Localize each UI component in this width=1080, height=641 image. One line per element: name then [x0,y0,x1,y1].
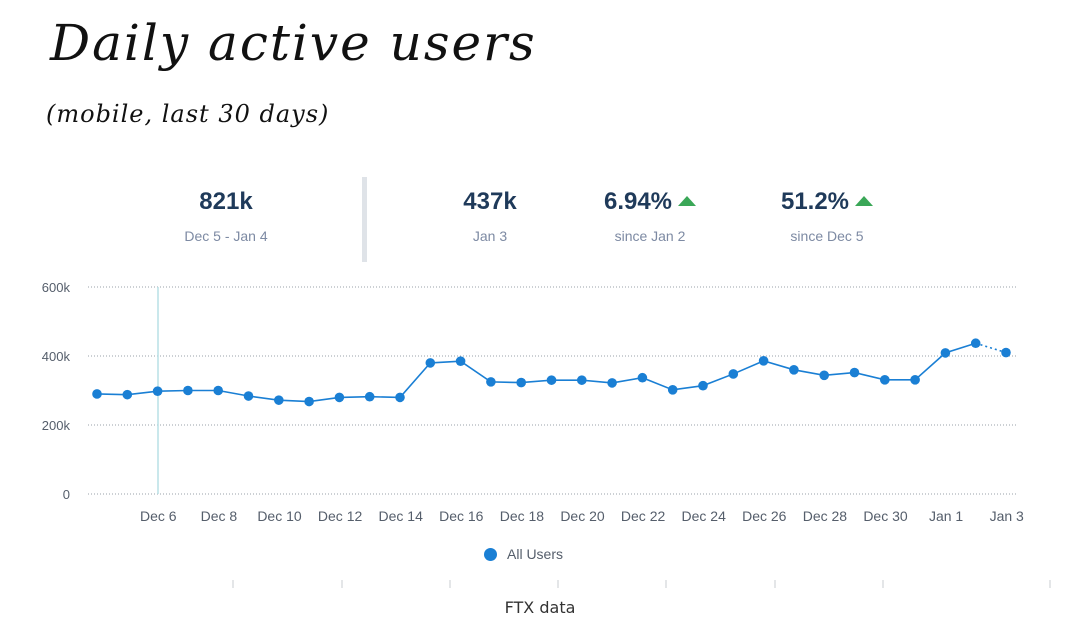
kpi-latest-label: Jan 3 [472,228,508,244]
kpi-daily-change: 6.94% since Jan 2 [575,188,725,244]
data-point [819,370,829,381]
data-point [789,365,799,375]
footer-ticks [232,580,1051,588]
chart-title: Daily active users [50,14,537,72]
legend-label: All Users [507,546,564,562]
chart-subtitle: (mobile, last 30 days) [46,100,330,128]
kpi-period-change: 51.2% since Dec 5 [752,188,902,244]
kpi-latest-value: 437k [463,188,517,215]
kpi-total-label: Dec 5 - Jan 4 [184,228,268,244]
data-point [546,375,557,385]
data-point [334,392,345,403]
x-tick-label: Dec 6 [140,508,177,524]
data-point [849,367,860,378]
kpi-divider [362,177,367,262]
data-point [698,380,708,391]
x-tick-label: Dec 12 [318,508,363,524]
data-point [728,369,739,379]
x-tick-label: Dec 24 [682,508,727,524]
x-tick-label: Dec 28 [803,508,848,524]
data-point [395,392,405,403]
trend-up-icon [678,196,697,206]
data-point [455,356,466,366]
kpi-daily-change-value: 6.94% [603,188,673,215]
series-line [96,342,976,403]
data-point [880,375,890,385]
legend-marker [484,548,497,561]
kpi-total-value: 821k [199,188,253,215]
y-tick-label: 600k [42,280,71,295]
x-tick-label: Jan 3 [990,508,1024,524]
data-point [1001,347,1011,358]
kpi-total: 821k Dec 5 - Jan 4 [166,188,286,244]
kpi-period-change-label: since Dec 5 [790,228,864,244]
data-point [304,396,314,407]
data-point [940,348,951,358]
data-point [970,338,981,349]
x-tick-label: Jan 1 [929,508,963,524]
y-tick-label: 0 [63,487,70,502]
data-point [637,372,648,383]
kpi-period-change-value: 51.2% [780,188,850,215]
series-line-projected [975,342,1007,354]
data-point [910,375,920,385]
data-point [152,386,163,396]
data-point [516,377,526,388]
x-tick-label: Dec 8 [201,508,238,524]
y-tick-label: 200k [42,418,71,433]
data-point [667,385,678,395]
x-tick-label: Dec 22 [621,508,666,524]
footer-source: FTX data [504,598,576,617]
x-tick-label: Dec 14 [379,508,424,524]
data-point [122,389,133,400]
chart-legend[interactable]: All Users [484,546,563,562]
line-chart: 0 200k 400k 600k Dec 6 Dec 8 Dec 10 Dec 12 Dec 1… [42,280,1024,524]
data-point [364,391,375,402]
data-point [92,389,102,399]
kpi-daily-change-label: since Jan 2 [614,228,686,244]
x-tick-label: Dec 10 [257,508,302,524]
data-point [577,375,587,385]
x-tick-label: Dec 20 [560,508,605,524]
x-tick-label: Dec 30 [863,508,908,524]
data-point [758,356,769,366]
data-point [274,395,284,405]
data-point [183,385,193,396]
y-tick-label: 400k [42,349,71,364]
data-point [486,377,496,387]
kpi-latest: 437k Jan 3 [430,188,550,244]
x-tick-label: Dec 18 [500,508,545,524]
trend-up-icon [855,196,874,206]
data-point [607,378,617,388]
x-tick-label: Dec 26 [742,508,787,524]
x-tick-label: Dec 16 [439,508,484,524]
data-point [425,358,436,368]
data-point [243,391,254,401]
data-point [213,385,223,396]
